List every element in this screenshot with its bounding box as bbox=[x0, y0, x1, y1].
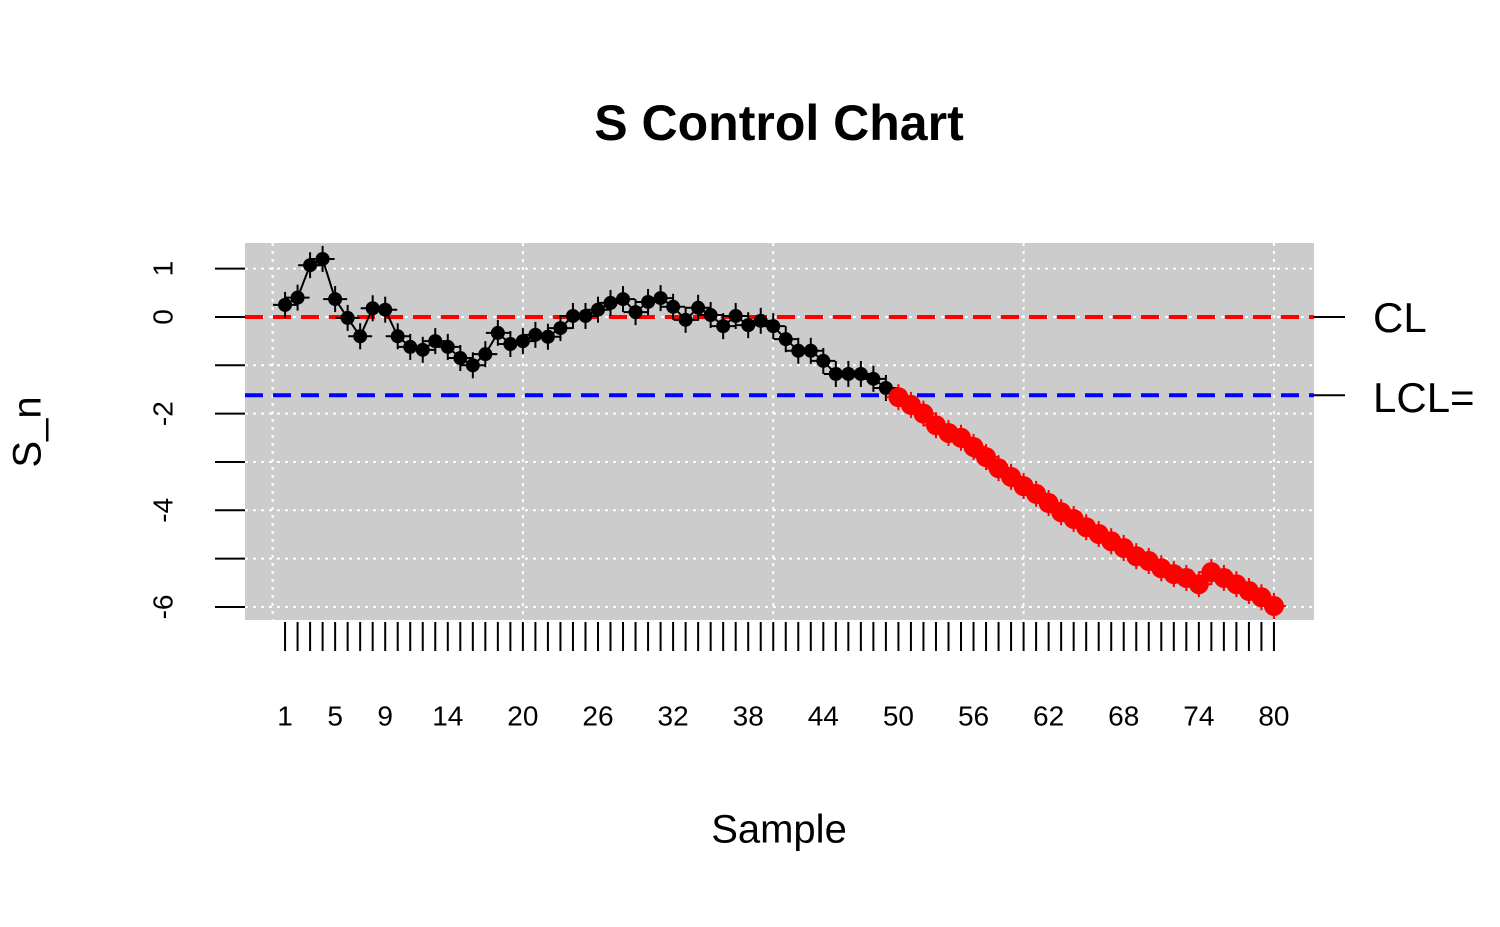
center-line-label: CL bbox=[1373, 294, 1427, 341]
data-point bbox=[703, 308, 718, 323]
chart-title: S Control Chart bbox=[594, 95, 964, 151]
data-point bbox=[353, 329, 368, 344]
x-tick-label: 5 bbox=[327, 700, 343, 731]
data-point bbox=[540, 329, 555, 344]
x-tick-label: 38 bbox=[733, 700, 764, 731]
data-point bbox=[678, 312, 693, 327]
data-point bbox=[478, 347, 493, 362]
data-point bbox=[828, 366, 843, 381]
x-tick-label: 74 bbox=[1183, 700, 1214, 731]
data-point bbox=[290, 290, 305, 305]
data-point bbox=[365, 301, 380, 316]
x-axis-label: Sample bbox=[711, 808, 847, 852]
x-tick-label: 26 bbox=[582, 700, 613, 731]
data-point bbox=[303, 258, 318, 273]
x-tick-label: 14 bbox=[432, 700, 463, 731]
data-point bbox=[653, 291, 668, 306]
x-tick-label: 62 bbox=[1033, 700, 1064, 731]
data-point bbox=[528, 327, 543, 342]
data-point bbox=[716, 319, 731, 334]
data-point bbox=[641, 294, 656, 309]
data-point bbox=[465, 358, 480, 373]
data-point bbox=[565, 308, 580, 323]
data-point bbox=[841, 366, 856, 381]
data-point bbox=[878, 381, 893, 395]
y-tick-label: -6 bbox=[147, 594, 178, 619]
data-point bbox=[590, 302, 605, 317]
data-point bbox=[791, 343, 806, 358]
data-point bbox=[853, 366, 868, 381]
y-axis-label: S_n bbox=[6, 396, 50, 467]
data-point bbox=[553, 321, 568, 336]
data-point bbox=[816, 353, 831, 368]
data-point bbox=[913, 403, 934, 424]
data-point bbox=[378, 302, 393, 317]
data-point bbox=[628, 305, 643, 320]
x-tick-label: 56 bbox=[958, 700, 989, 731]
data-point bbox=[503, 337, 518, 352]
data-point bbox=[691, 300, 706, 315]
data-point bbox=[440, 339, 455, 354]
data-point bbox=[428, 334, 443, 349]
data-point bbox=[766, 319, 781, 334]
data-point bbox=[803, 343, 818, 358]
data-point bbox=[453, 351, 468, 366]
y-tick-label: -4 bbox=[147, 498, 178, 523]
x-tick-label: 1 bbox=[277, 700, 293, 731]
data-point bbox=[315, 251, 330, 266]
data-point bbox=[328, 292, 343, 307]
data-point bbox=[778, 332, 793, 347]
data-point bbox=[340, 310, 355, 325]
x-tick-label: 68 bbox=[1108, 700, 1139, 731]
data-point bbox=[278, 297, 293, 312]
x-tick-label: 32 bbox=[658, 700, 689, 731]
data-point bbox=[490, 325, 505, 340]
y-tick-label: 1 bbox=[147, 261, 178, 277]
data-point bbox=[415, 342, 430, 357]
y-tick-label: 0 bbox=[147, 309, 178, 325]
x-tick-label: 50 bbox=[883, 700, 914, 731]
x-tick-label: 9 bbox=[377, 700, 393, 731]
data-point bbox=[578, 308, 593, 323]
data-point bbox=[1263, 595, 1284, 616]
data-point bbox=[728, 308, 743, 323]
data-point bbox=[866, 371, 881, 386]
lower-control-limit-label: LCL= bbox=[1373, 374, 1475, 421]
y-tick-label: -2 bbox=[147, 401, 178, 426]
data-point bbox=[753, 313, 768, 328]
x-tick-label: 20 bbox=[507, 700, 538, 731]
x-tick-label: 80 bbox=[1258, 700, 1289, 731]
data-point bbox=[1188, 574, 1209, 595]
data-point bbox=[403, 339, 418, 354]
data-point bbox=[603, 295, 618, 310]
data-point bbox=[390, 329, 405, 344]
data-point bbox=[616, 292, 631, 307]
data-point bbox=[666, 299, 681, 314]
x-tick-label: 44 bbox=[808, 700, 839, 731]
data-point bbox=[515, 334, 530, 349]
